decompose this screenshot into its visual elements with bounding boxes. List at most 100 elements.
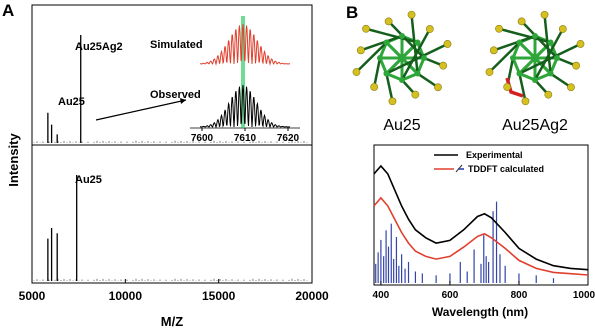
gold-core-atom	[414, 70, 421, 77]
gold-center-atom	[532, 55, 538, 61]
sulfur-atom	[443, 40, 452, 48]
sulfur-atom	[370, 83, 379, 91]
x-tick-label-b: 600	[442, 290, 459, 301]
plot-frame-a	[31, 4, 313, 284]
plot-frame-b	[373, 144, 589, 286]
sulfur-atom	[362, 24, 370, 33]
isotope-inset: Simulated Observed 7600 7610 7620	[95, 16, 300, 144]
baseline-noise	[33, 140, 308, 143]
cluster-bond	[410, 14, 419, 74]
sulfur-atom	[567, 83, 575, 92]
gold-center-atom	[399, 55, 405, 61]
cluster-bond	[533, 28, 564, 81]
cluster-bond	[355, 41, 388, 73]
inset-arrow-head	[180, 98, 186, 104]
cluster-bond	[518, 42, 582, 75]
cluster-bond	[365, 27, 418, 44]
panel-b-label: B	[346, 3, 358, 22]
gold-core-atom	[532, 77, 538, 83]
cluster-bond	[400, 28, 431, 81]
gold-core-atom	[421, 55, 427, 61]
inset-tick-label: 7600	[191, 133, 214, 144]
sulfur-atom	[439, 61, 448, 70]
peak-label-au25-top: Au25	[58, 96, 85, 108]
sulfur-atom	[485, 68, 494, 76]
sulfur-atom	[544, 90, 553, 99]
cluster-right-label: Au25Ag2	[502, 117, 568, 134]
legend-experimental-label: Experimental	[466, 150, 523, 160]
gold-core-atom	[377, 55, 383, 61]
sulfur-atom	[356, 46, 365, 55]
ms-peaks	[33, 35, 308, 281]
sulfur-atom	[521, 97, 530, 106]
sulfur-atom	[352, 68, 361, 76]
cluster-au25ag2-structure	[485, 10, 585, 106]
x-tick-label-b: 400	[373, 290, 390, 301]
gold-core-atom	[532, 33, 538, 39]
x-tick-label: 5000	[19, 289, 46, 303]
sulfur-atom	[503, 83, 512, 91]
cluster-bond	[498, 27, 551, 44]
gold-core-atom	[516, 39, 523, 46]
inset-simulated-label: Simulated	[150, 39, 203, 51]
inset-highlight-band	[241, 16, 245, 128]
sulfur-atom	[388, 97, 397, 106]
cluster-bond	[543, 14, 552, 74]
sulfur-atom	[407, 10, 416, 19]
tddft-sticks	[375, 201, 555, 283]
x-tick-label: 15000	[202, 289, 236, 303]
sulfur-atom	[540, 10, 549, 19]
x-tick-label: 10000	[109, 289, 143, 303]
cluster-bond	[518, 73, 527, 102]
gold-core-atom	[414, 39, 421, 46]
gold-core-atom	[399, 77, 405, 83]
legend-tddft-label: TDDFT calculated	[468, 164, 544, 174]
x-axis-label: M/Z	[161, 314, 183, 329]
cluster-bond	[493, 34, 536, 52]
gold-core-atom	[516, 70, 523, 77]
cluster-bond	[360, 34, 403, 52]
sulfur-atom	[576, 40, 585, 48]
sulfur-atom	[489, 46, 498, 55]
sulfur-atom	[572, 61, 581, 70]
cluster-left-label: Au25	[383, 117, 420, 134]
inset-tick-label: 7620	[277, 133, 300, 144]
gold-core-atom	[399, 33, 405, 39]
x-tick-label: 20000	[295, 289, 329, 303]
gold-core-atom	[383, 39, 390, 46]
baseline-noise	[33, 278, 308, 281]
panel-b: B Au25 Au25Ag2 400 600 800 1000 Wavelength …	[346, 3, 595, 319]
panel-a-label: A	[2, 1, 14, 20]
sulfur-atom	[411, 90, 420, 99]
peak-label-au25ag2: Au25Ag2	[75, 41, 123, 53]
x-axis-label-b: Wavelength (nm)	[432, 305, 528, 319]
silver-bond	[505, 77, 524, 98]
cluster-bond	[416, 72, 439, 89]
inset-tick-label: 7610	[234, 133, 257, 144]
gold-core-atom	[547, 70, 554, 77]
sulfur-atom	[558, 25, 567, 33]
x-tick-label-b: 800	[511, 290, 528, 301]
cluster-bond	[385, 42, 449, 75]
x-ticks-b: 400 600 800 1000	[373, 281, 595, 301]
gold-core-atom	[383, 70, 390, 77]
gold-core-atom	[554, 55, 560, 61]
cluster-bond	[385, 73, 394, 102]
inset-observed-label: Observed	[150, 89, 201, 101]
sulfur-atom	[517, 17, 526, 26]
x-ticks-a: 5000 10000 15000 20000	[19, 279, 329, 303]
cluster-bond	[385, 41, 404, 60]
inset-ticks: 7600 7610 7620	[191, 128, 300, 144]
sulfur-atom	[495, 24, 503, 33]
cluster-au25-structure	[352, 10, 452, 106]
sulfur-atom	[384, 17, 393, 26]
cluster-bond	[549, 72, 572, 89]
x-tick-label-b: 1000	[573, 290, 595, 301]
sulfur-atom	[434, 83, 442, 92]
legend: Experimental TDDFT calculated	[434, 150, 544, 174]
peak-label-au25-bottom: Au25	[75, 174, 102, 186]
panel-a: A Intensity M/Z 5000 10000 15000 20000 Au25…	[2, 1, 329, 329]
simulated-envelope	[199, 23, 290, 66]
gold-core-atom	[510, 55, 516, 61]
cluster-bond	[488, 41, 521, 73]
